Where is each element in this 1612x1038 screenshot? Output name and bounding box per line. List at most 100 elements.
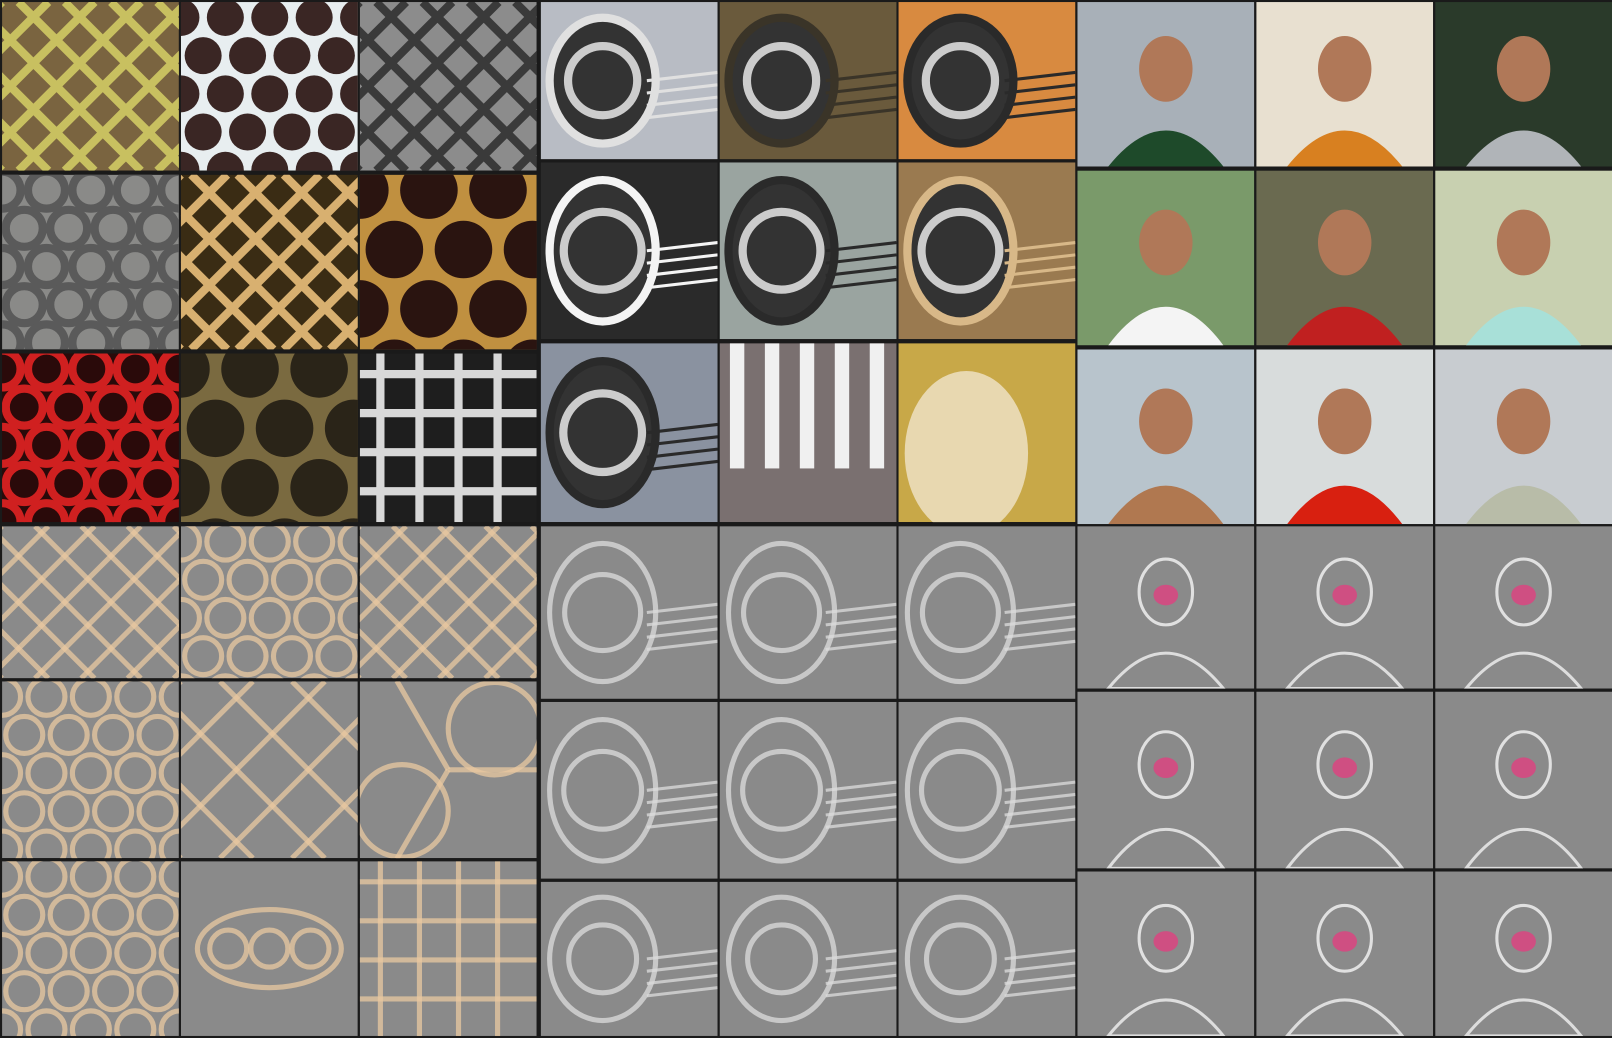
tile-content: [719, 881, 897, 1036]
pattern-circle: [923, 922, 997, 996]
pattern-circle: [2, 384, 47, 430]
tile-content: [359, 526, 537, 679]
pattern-circle: [204, 526, 247, 563]
pattern-circle: [184, 37, 222, 75]
tile-content: [540, 701, 718, 879]
tile-content: [359, 2, 537, 171]
pattern-line: [359, 526, 408, 577]
pattern-circle: [324, 399, 358, 458]
tile-content: [719, 343, 897, 523]
pattern-circle: [90, 460, 136, 507]
pattern-line: [646, 435, 718, 447]
pattern-line: [1004, 95, 1076, 107]
tile-base: [1077, 691, 1255, 869]
pattern-circle: [158, 681, 179, 718]
tile-content: [180, 174, 358, 350]
deconv-tile: [2, 681, 179, 859]
pattern-line: [825, 805, 897, 817]
pattern-line: [359, 2, 456, 101]
tile-base: [359, 353, 537, 523]
pattern-line: [188, 177, 358, 350]
pattern-circle: [112, 174, 158, 213]
pattern-circle: [112, 353, 158, 392]
pattern-circle: [248, 526, 291, 563]
deconv-tile: [1256, 526, 1434, 689]
pattern-circle: [92, 713, 135, 757]
tile-content: [359, 353, 537, 523]
pattern-circle: [2, 861, 24, 898]
pattern-line: [646, 949, 718, 961]
tile-content: [719, 162, 897, 340]
pattern-circle: [136, 790, 179, 833]
pattern-circle: [559, 389, 647, 477]
deconv-tile: [1256, 691, 1434, 869]
head: [1137, 903, 1195, 973]
pattern-line: [61, 50, 179, 171]
pattern-line: [2, 2, 144, 147]
tile-base: [1077, 871, 1255, 1036]
body: [1285, 651, 1405, 689]
pattern-circle: [157, 353, 179, 392]
photo-tile: [898, 162, 1076, 340]
pattern-circle: [47, 790, 90, 833]
tile-content: [898, 881, 1076, 1036]
photo-tile: [540, 2, 718, 160]
body: [1287, 130, 1403, 167]
pattern-line: [646, 973, 718, 986]
pattern-circle: [207, 927, 250, 970]
pattern-line: [646, 70, 718, 83]
body: [1106, 651, 1226, 689]
highlight: [1153, 757, 1179, 778]
pattern-line: [825, 986, 897, 998]
pattern-line: [825, 602, 897, 615]
pattern-line: [419, 50, 537, 171]
pattern-line: [1004, 615, 1076, 627]
pattern-circle: [270, 518, 299, 523]
pattern-line: [1004, 241, 1076, 253]
pattern-line: [290, 788, 358, 859]
pattern-circle: [157, 320, 179, 350]
highlight: [1511, 757, 1536, 778]
pattern-circle: [400, 280, 458, 338]
pattern-circle: [47, 893, 90, 936]
pattern-circle: [68, 174, 114, 213]
pattern-line: [1004, 961, 1076, 973]
tile-content: [1435, 871, 1612, 1036]
pattern-circle: [157, 174, 179, 213]
deconv-tile: [1077, 691, 1255, 869]
pattern-circle: [359, 762, 451, 859]
tile-content: [2, 2, 179, 171]
pattern-line: [1004, 986, 1076, 998]
pattern-line: [825, 792, 897, 805]
pattern-line: [1004, 780, 1076, 792]
tile-content: [359, 861, 537, 1036]
pattern-circle: [23, 499, 70, 523]
deconv-tile: [719, 701, 897, 879]
photo-tile: [719, 2, 897, 160]
pattern-line: [1004, 627, 1076, 639]
photo-tile: [180, 2, 358, 171]
pattern-line: [359, 118, 409, 171]
pattern-line: [280, 269, 358, 350]
pattern-circle: [68, 353, 114, 392]
tile-content: [540, 526, 718, 699]
body: [1285, 828, 1405, 869]
tile-content: [719, 701, 897, 879]
tile-content: [1435, 349, 1612, 525]
deconv-tile: [359, 861, 537, 1036]
pattern-line: [359, 628, 408, 679]
tile-content: [1435, 170, 1612, 346]
pattern-circle: [180, 151, 200, 171]
pattern-line: [1004, 70, 1076, 83]
pattern-line: [2, 526, 97, 623]
pattern-circle: [90, 282, 136, 328]
pattern-line: [180, 782, 255, 859]
photo-tile: [359, 2, 537, 171]
pattern-line: [180, 174, 231, 227]
pattern-line: [646, 253, 718, 265]
tile-content: [540, 881, 718, 1036]
pattern-circle: [23, 174, 70, 213]
pattern-circle: [372, 339, 417, 350]
pattern-circle: [563, 41, 642, 120]
pattern-circle: [92, 970, 135, 1013]
